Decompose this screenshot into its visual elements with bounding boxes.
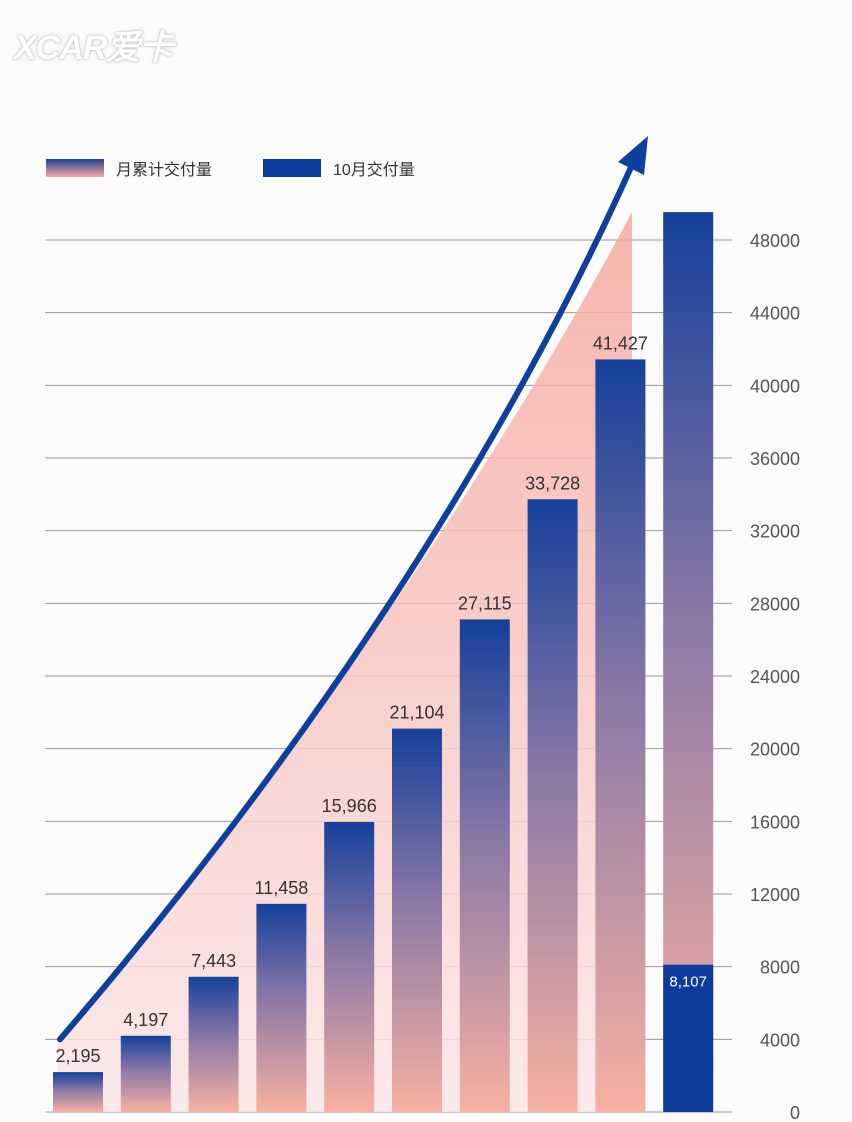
data-label: 4,197 (123, 1010, 168, 1030)
legend-label: 月累计交付量 (116, 162, 213, 179)
legend-swatch-solid (263, 159, 321, 177)
growth-arrow (57, 162, 635, 1043)
y-tick-label: 36000 (750, 449, 800, 469)
legend-swatch-gradient (46, 159, 104, 177)
data-label: 33,728 (525, 473, 580, 493)
y-tick-label: 0 (790, 1103, 800, 1122)
legend-item-cumulative: 月累计交付量 (46, 156, 212, 180)
y-tick-label: 24000 (750, 667, 800, 687)
y-tick-label: 44000 (750, 304, 800, 324)
bar-cumulative (663, 212, 714, 1113)
data-label: 2,195 (55, 1046, 100, 1066)
y-tick-label: 16000 (750, 812, 800, 832)
watermark-logo: XCAR爱卡 (14, 29, 173, 67)
bar-cumulative (324, 821, 375, 1112)
y-tick-label: 40000 (750, 376, 800, 396)
legend-label: 10月交付量 (333, 162, 415, 179)
bar-october (663, 964, 714, 1112)
data-label: 41,427 (593, 333, 648, 353)
y-tick-label: 20000 (750, 740, 800, 760)
data-label: 11,458 (255, 878, 309, 898)
arrow-head-icon (618, 136, 648, 175)
bar-cumulative (188, 976, 239, 1112)
y-tick-label: 4000 (760, 1030, 800, 1050)
y-tick-label: 28000 (750, 594, 800, 614)
data-label: 15,966 (322, 796, 377, 816)
y-tick-label: 48000 (750, 231, 800, 251)
bar-cumulative (53, 1072, 103, 1112)
bar-cumulative (459, 619, 510, 1112)
bar-cumulative (595, 359, 646, 1112)
bar-cumulative (256, 903, 307, 1112)
data-label: 21,104 (389, 703, 444, 723)
y-tick-label: 12000 (750, 885, 800, 905)
legend-item-october: 10月交付量 (263, 156, 415, 180)
data-label: 27,115 (458, 593, 512, 613)
bar-cumulative (527, 499, 578, 1112)
bar-cumulative (392, 728, 442, 1112)
bar-cumulative (120, 1035, 171, 1112)
data-label: 7,443 (191, 951, 236, 971)
y-tick-label: 8000 (760, 958, 800, 978)
y-tick-label: 32000 (750, 522, 800, 542)
october-data-label: 8,107 (669, 974, 707, 991)
